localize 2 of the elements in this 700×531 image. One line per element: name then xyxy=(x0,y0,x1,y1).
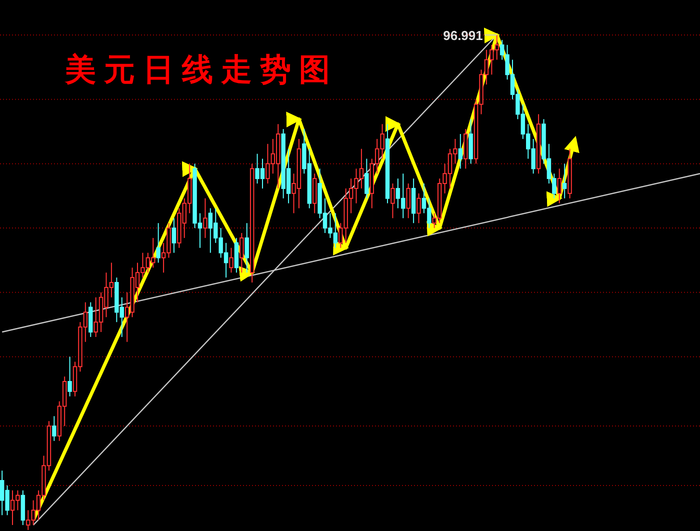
title: 美元日线走势图 xyxy=(65,52,338,88)
annotation: 96.991 xyxy=(443,28,483,43)
